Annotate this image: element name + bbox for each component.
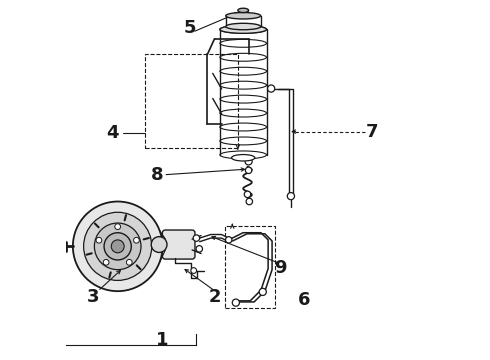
Ellipse shape: [220, 26, 267, 33]
Text: 5: 5: [183, 19, 196, 37]
Circle shape: [115, 224, 121, 229]
Ellipse shape: [226, 23, 261, 30]
Circle shape: [126, 260, 132, 265]
Circle shape: [103, 260, 109, 265]
Ellipse shape: [226, 13, 261, 19]
Circle shape: [96, 237, 102, 243]
Circle shape: [134, 237, 139, 243]
Circle shape: [111, 240, 124, 253]
Circle shape: [246, 198, 252, 205]
Text: 3: 3: [86, 288, 99, 306]
Text: 9: 9: [274, 259, 287, 277]
Circle shape: [245, 167, 252, 174]
Circle shape: [196, 246, 202, 252]
Circle shape: [245, 158, 252, 165]
Circle shape: [193, 235, 199, 241]
Text: 8: 8: [151, 166, 164, 184]
Circle shape: [225, 237, 232, 243]
Circle shape: [151, 237, 167, 252]
Circle shape: [73, 202, 163, 291]
Circle shape: [245, 191, 251, 198]
FancyBboxPatch shape: [162, 230, 195, 259]
Text: 7: 7: [366, 123, 379, 141]
Circle shape: [191, 268, 196, 273]
Circle shape: [84, 212, 152, 280]
Text: 6: 6: [298, 291, 311, 309]
Circle shape: [259, 288, 267, 296]
Circle shape: [268, 85, 275, 92]
Circle shape: [104, 233, 131, 260]
Circle shape: [232, 299, 240, 306]
Text: 1: 1: [156, 330, 169, 348]
Ellipse shape: [238, 8, 248, 13]
Text: 4: 4: [106, 125, 119, 143]
Ellipse shape: [232, 154, 255, 161]
Text: 2: 2: [208, 288, 221, 306]
Circle shape: [95, 223, 141, 270]
Circle shape: [287, 193, 294, 200]
